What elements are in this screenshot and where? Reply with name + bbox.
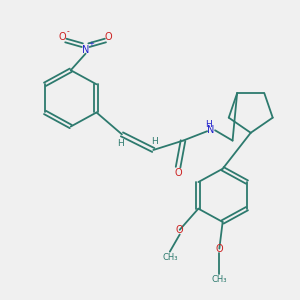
Text: CH₃: CH₃ [162, 253, 178, 262]
Text: N: N [207, 125, 215, 135]
Text: O: O [215, 244, 223, 254]
Text: H: H [206, 120, 212, 129]
Text: -: - [67, 28, 70, 37]
Text: +: + [88, 40, 94, 46]
Text: O: O [59, 32, 66, 42]
Text: O: O [174, 168, 182, 178]
Text: N: N [82, 45, 89, 55]
Text: CH₃: CH₃ [212, 275, 227, 284]
Text: O: O [176, 225, 184, 235]
Text: H: H [117, 139, 124, 148]
Text: H: H [152, 137, 158, 146]
Text: O: O [105, 32, 112, 42]
